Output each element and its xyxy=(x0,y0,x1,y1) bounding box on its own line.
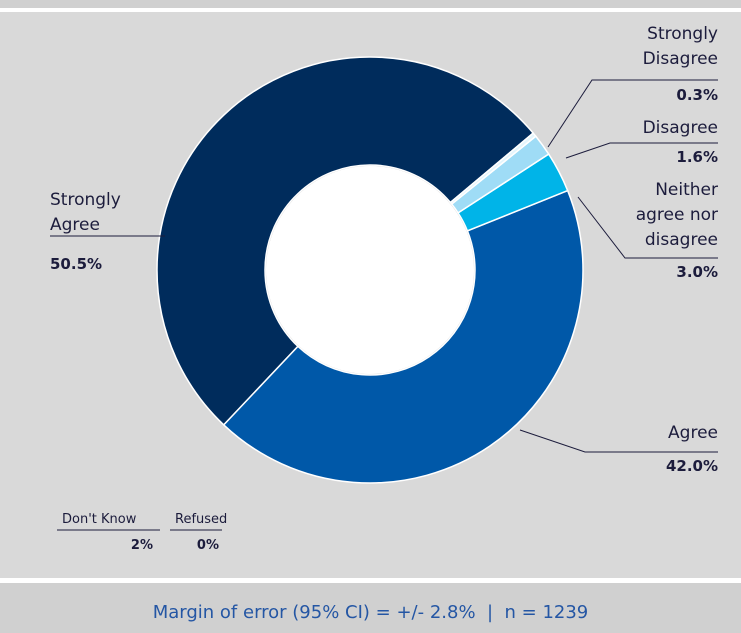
value-label: 42.0% xyxy=(665,457,718,475)
donut-slice xyxy=(222,189,584,484)
donut-slice xyxy=(156,56,535,426)
donut xyxy=(156,56,584,484)
category-label: Strongly Agree xyxy=(50,190,121,235)
value-label: 3.0% xyxy=(676,263,718,281)
divider xyxy=(0,8,741,12)
category-label: Neither agree nor disagree xyxy=(635,180,718,250)
extra-label: Refused xyxy=(175,512,228,527)
value-label: 1.6% xyxy=(676,148,718,166)
extra-value: 0% xyxy=(196,538,219,553)
footer: Margin of error (95% CI) = +/- 2.8% | n … xyxy=(152,602,589,623)
category-label: Disagree xyxy=(642,118,718,138)
extra-label: Don't Know xyxy=(62,512,137,527)
leader-line xyxy=(519,429,718,453)
value-label: 0.3% xyxy=(676,86,718,104)
category-label: Strongly Disagree xyxy=(642,24,718,69)
leader-line xyxy=(547,79,718,148)
donut-hole xyxy=(266,166,474,374)
value-label: 50.5% xyxy=(50,255,103,273)
leader-line xyxy=(565,142,718,159)
extra-value: 2% xyxy=(130,538,153,553)
donut-slice xyxy=(449,132,537,206)
top-band xyxy=(0,0,741,8)
divider xyxy=(0,578,741,583)
leader-line xyxy=(577,196,718,259)
category-label: Agree xyxy=(668,423,718,443)
leader-lines xyxy=(50,79,718,531)
